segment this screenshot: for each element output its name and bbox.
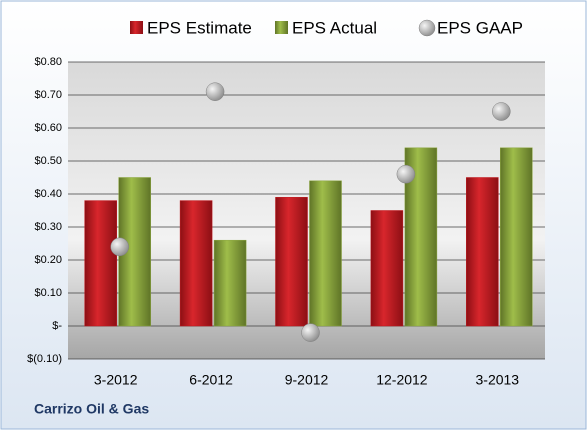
point	[492, 102, 511, 121]
footer: Carrizo Oil & Gas	[34, 401, 149, 417]
legend-label: EPS Actual	[292, 18, 377, 37]
legend-swatch	[418, 19, 436, 37]
bar	[213, 239, 247, 327]
bar	[370, 210, 404, 327]
point	[301, 323, 320, 342]
x-tick-label: 9-2012	[285, 372, 329, 388]
bar	[179, 200, 213, 327]
bar	[275, 197, 308, 327]
bar	[500, 147, 533, 327]
legend-swatch	[275, 21, 288, 34]
bar	[466, 177, 499, 327]
y-tick-label: $0.70	[34, 89, 62, 101]
x-tick-label: 12-2012	[376, 372, 428, 388]
point	[205, 82, 225, 101]
y-tick-label: $0.80	[34, 56, 62, 68]
point	[396, 164, 416, 184]
y-tick-label: $(0.10)	[27, 353, 62, 365]
bar	[309, 180, 342, 327]
legend-label: EPS Estimate	[147, 18, 252, 37]
legend-swatch	[130, 21, 143, 34]
y-tick-label: $0.20	[34, 254, 62, 266]
y-tick-label: $0.60	[34, 122, 62, 134]
y-tick-label: $0.10	[34, 287, 62, 299]
bar	[84, 200, 117, 327]
y-tick-label: $0.50	[34, 155, 62, 167]
x-tick-label: 3-2012	[94, 372, 138, 388]
y-tick-label: $-	[52, 320, 62, 332]
point	[110, 237, 129, 257]
y-tick-label: $0.30	[34, 221, 62, 233]
legend-label: EPS GAAP	[437, 18, 523, 37]
y-tick-label: $0.40	[34, 188, 62, 200]
x-tick-label: 3-2013	[476, 372, 520, 388]
x-tick-label: 6-2012	[189, 372, 233, 388]
